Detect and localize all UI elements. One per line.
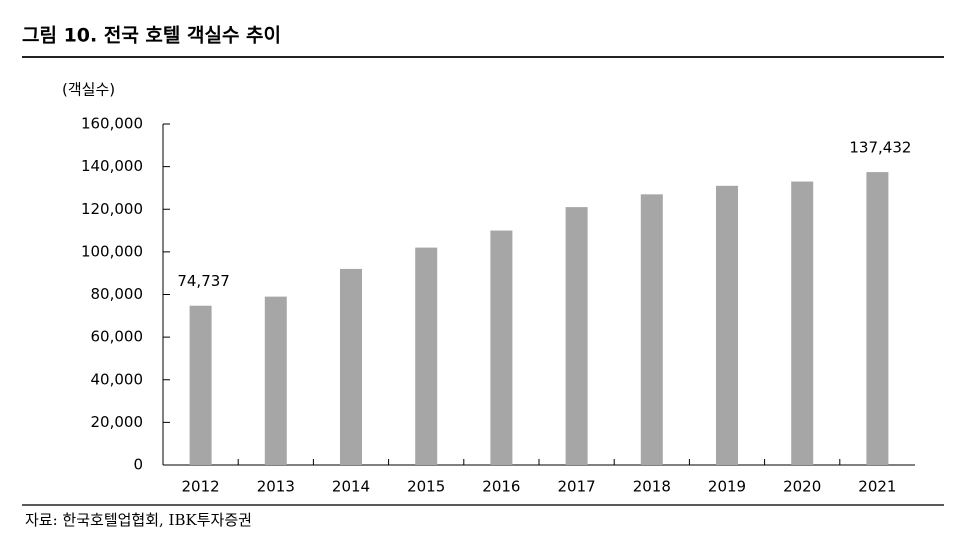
x-tick-label: 2021 — [858, 478, 896, 496]
y-tick-label: 160,000 — [81, 115, 143, 133]
chart-title: 그림 10. 전국 호텔 객실수 추이 — [22, 25, 281, 47]
x-tick-label: 2012 — [182, 478, 220, 496]
bar — [340, 268, 362, 465]
bar — [264, 296, 287, 465]
bar — [415, 247, 438, 465]
y-tick-label: 0 — [133, 456, 143, 474]
bar — [791, 181, 814, 465]
y-tick-label: 100,000 — [81, 242, 143, 260]
y-axis-label: (객실수) — [62, 81, 115, 99]
x-tick-label: 2013 — [257, 478, 295, 496]
x-tick-label: 2019 — [708, 478, 746, 496]
x-tick-label: 2016 — [482, 478, 520, 496]
y-tick-label: 20,000 — [91, 413, 144, 431]
y-tick-label: 120,000 — [81, 200, 143, 218]
y-tick-label: 80,000 — [91, 285, 144, 303]
bar — [866, 172, 889, 465]
bar — [565, 207, 588, 465]
y-tick-label: 40,000 — [91, 370, 144, 388]
source: 자료: 한국호텔업협회, IBK투자증권 — [25, 511, 252, 529]
data-label: 74,737 — [177, 272, 230, 290]
bar — [189, 305, 212, 465]
x-tick-label: 2017 — [558, 478, 596, 496]
bar — [490, 230, 513, 465]
bar — [716, 185, 738, 465]
x-tick-label: 2015 — [407, 478, 445, 496]
bar — [640, 194, 663, 466]
x-tick-label: 2020 — [783, 478, 821, 496]
y-tick-label: 60,000 — [91, 328, 144, 346]
y-tick-label: 140,000 — [81, 157, 143, 175]
data-label: 137,432 — [849, 139, 911, 157]
x-tick-label: 2018 — [633, 478, 671, 496]
x-tick-label: 2014 — [332, 478, 370, 496]
